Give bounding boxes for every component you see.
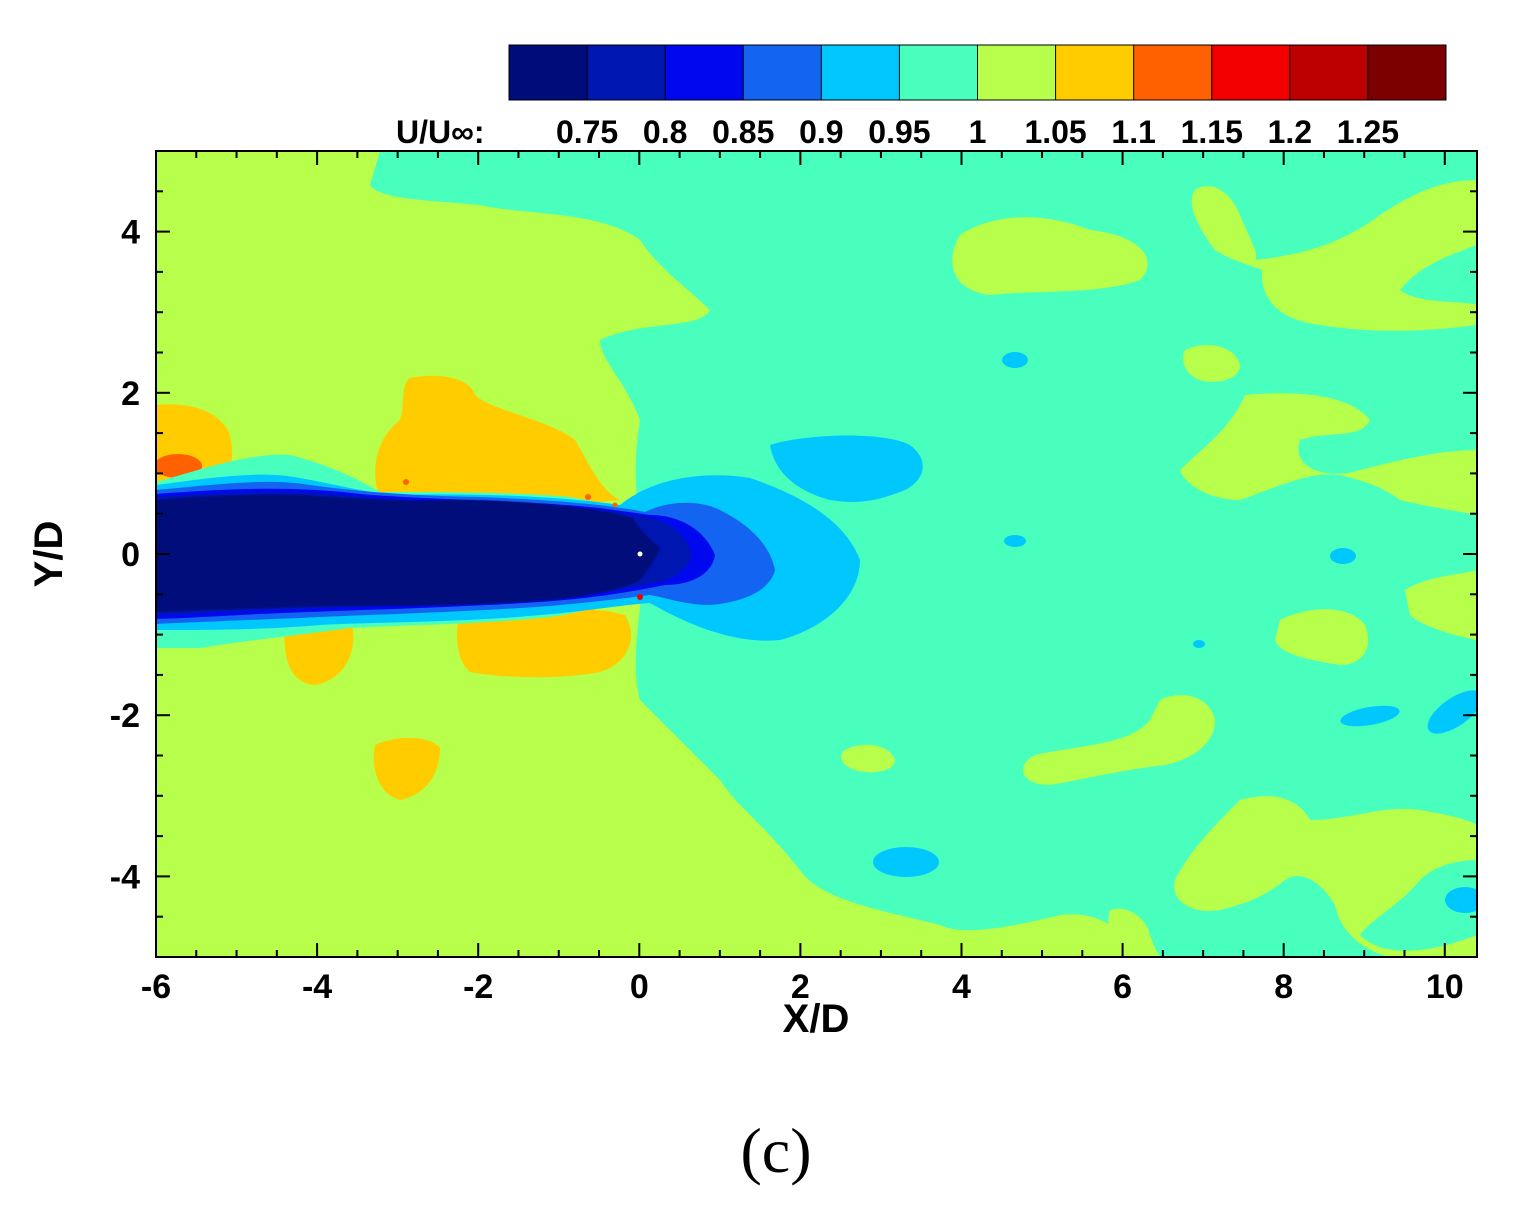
blob-0.9-h <box>1445 887 1477 913</box>
colorbar-swatch <box>899 45 978 100</box>
colorbar-label: 1.25 <box>1337 114 1399 150</box>
colorbar: U/U∞: 0.75 0.8 0.85 0.9 0.95 1 1.05 1.1 1.15 1.2 1… <box>396 44 1447 150</box>
y-axis-label: Y/D <box>27 521 71 588</box>
colorbar-swatches <box>508 44 1447 101</box>
x-tick-label: 6 <box>1113 968 1132 1006</box>
region-1.05-right-d <box>1180 393 1477 515</box>
blob-0.9-d <box>1193 640 1205 648</box>
colorbar-swatch <box>821 45 900 100</box>
x-tick-label: -4 <box>302 968 332 1006</box>
region-1.05-1.1-upper <box>375 375 620 505</box>
colorbar-swatch <box>1133 45 1213 100</box>
colorbar-swatch <box>1367 45 1447 100</box>
colorbar-swatch <box>977 45 1057 100</box>
colorbar-swatch <box>743 45 822 100</box>
blob-0.9-g <box>873 847 939 877</box>
x-tick-label: 8 <box>1274 968 1293 1006</box>
y-tick-label: -4 <box>110 858 140 896</box>
region-1.05-right-h <box>841 744 895 773</box>
speck-b <box>585 494 591 500</box>
region-1.05-right-i <box>1174 796 1477 957</box>
blob-0.9-a <box>1002 352 1028 368</box>
speck-e <box>637 551 643 557</box>
x-tick-label: 2 <box>791 968 810 1006</box>
colorbar-title: U/U∞: <box>396 114 485 150</box>
colorbar-swatch <box>665 45 744 100</box>
blob-0.9-f <box>1427 690 1477 734</box>
colorbar-swatch <box>587 45 666 100</box>
blob-0.9-e <box>1340 705 1400 727</box>
x-tick-label: 4 <box>952 968 971 1006</box>
colorbar-label: 1 <box>969 114 987 150</box>
speck-d <box>637 594 643 600</box>
x-tick-label: 10 <box>1426 968 1464 1006</box>
x-axis-ticks: -6 -4 -2 0 2 4 6 8 10 <box>141 151 1464 1006</box>
y-tick-label: 0 <box>121 536 140 574</box>
colorbar-swatch <box>1211 45 1291 100</box>
region-1.05-right-b <box>1191 180 1477 331</box>
x-axis-label: X/D <box>783 997 850 1041</box>
colorbar-label: 0.75 <box>556 114 618 150</box>
y-tick-label: 4 <box>121 214 140 252</box>
colorbar-label: 1.05 <box>1024 114 1086 150</box>
region-1.05-1.1-lower-c <box>373 737 440 800</box>
colorbar-frame <box>508 44 1447 101</box>
region-1.05-right-a <box>952 217 1148 295</box>
colorbar-label: 1.1 <box>1111 114 1155 150</box>
y-tick-label: 2 <box>121 375 140 413</box>
plot-area <box>156 151 1477 957</box>
region-1.05-right-j <box>1108 908 1160 957</box>
region-1.05-right-c <box>1183 345 1240 382</box>
region-1.05-right-e <box>1275 609 1369 665</box>
wake-core <box>156 494 660 612</box>
region-1.05-right-f <box>1405 570 1477 640</box>
colorbar-swatch <box>509 45 588 100</box>
y-axis-ticks: -4 -2 0 2 4 <box>110 150 1477 958</box>
region-1.1-1.15-spot <box>156 454 202 478</box>
colorbar-swatch <box>1289 45 1369 100</box>
colorbar-swatch <box>1055 45 1135 100</box>
colorbar-labels: 0.75 0.8 0.85 0.9 0.95 1 1.05 1.1 1.15 1.2 1.25 <box>556 114 1399 150</box>
colorbar-label: 0.85 <box>712 114 774 150</box>
colorbar-label: 0.95 <box>868 114 930 150</box>
speck-c <box>612 502 618 508</box>
x-tick-label: -2 <box>463 968 493 1006</box>
colorbar-label: 1.15 <box>1181 114 1243 150</box>
speck-a <box>403 479 409 485</box>
colorbar-label: 0.8 <box>643 114 687 150</box>
y-tick-label: -2 <box>110 697 140 735</box>
blob-0.9-b <box>1004 535 1026 547</box>
region-1.05-1.1-lower-b <box>457 606 631 678</box>
region-1.05-right-g <box>1023 695 1215 785</box>
colorbar-label: 0.9 <box>799 114 843 150</box>
figure-caption: (c) <box>740 1115 811 1186</box>
region-0.9-upper <box>770 435 923 502</box>
x-tick-label: -6 <box>141 968 171 1006</box>
colorbar-label: 1.2 <box>1268 114 1312 150</box>
x-tick-label: 0 <box>630 968 649 1006</box>
blob-0.9-c <box>1330 548 1356 564</box>
